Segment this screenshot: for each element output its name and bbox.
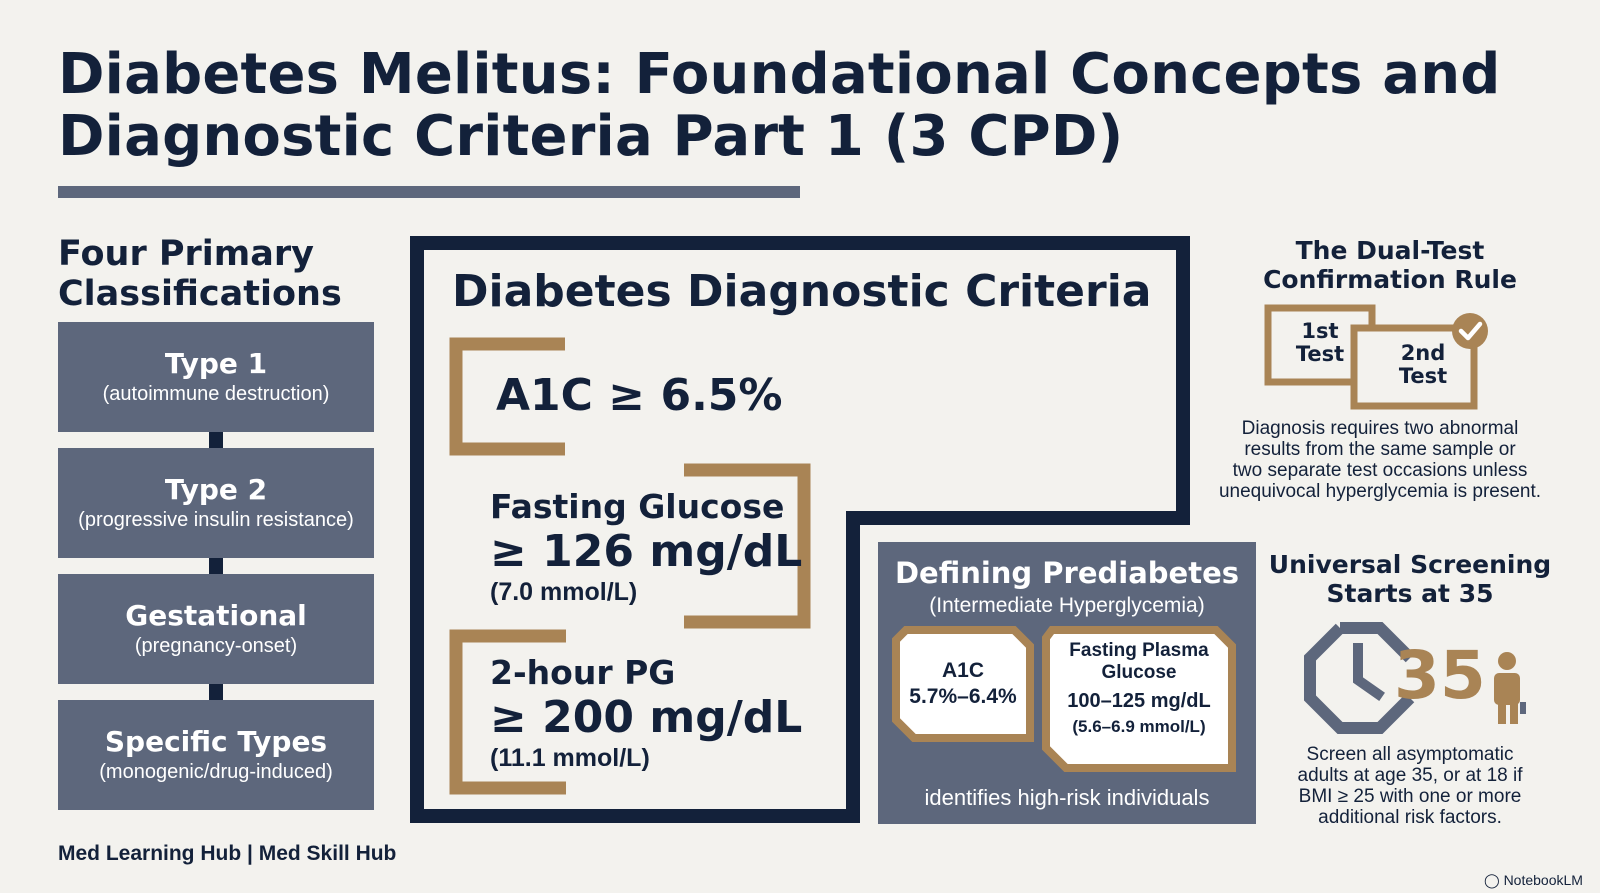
second-test-label: 2nd Test xyxy=(1372,342,1474,388)
prediabetes-fpg-unit: (5.6–6.9 mmol/L) xyxy=(1072,717,1206,736)
pg2h-criterion: 2-hour PG ≥ 200 mg/dL (11.1 mmol/L) xyxy=(490,653,802,773)
prediabetes-panel: Defining Prediabetes (Intermediate Hyper… xyxy=(878,542,1256,824)
dual-test-heading-line1: The Dual-Test xyxy=(1295,236,1485,265)
classification-name: Specific Types xyxy=(104,725,328,758)
page-title-line2: Diagnostic Criteria Part 1 (3 CPD) xyxy=(58,104,1124,169)
prediabetes-cards xyxy=(892,626,1236,772)
classification-description: (monogenic/drug-induced) xyxy=(99,761,333,783)
person-icon xyxy=(1494,652,1526,724)
dual-test-description: Diagnosis requires two abnormal results … xyxy=(1190,418,1570,502)
classification-name: Type 1 xyxy=(164,347,268,380)
title-underline xyxy=(58,186,800,198)
classifications-heading-line2: Classifications xyxy=(58,274,342,314)
classification-description: (autoimmune destruction) xyxy=(102,383,330,405)
screening-description: Screen all asymptomatic adults at age 35… xyxy=(1230,744,1590,828)
notebooklm-logo-icon: ◯ xyxy=(1484,872,1500,888)
dual-test-heading: The Dual-Test Confirmation Rule xyxy=(1220,236,1560,294)
screening-description-line: adults at age 35, or at 18 if xyxy=(1297,765,1523,786)
prediabetes-fpg: Fasting Plasma Glucose 100–125 mg/dL (5.… xyxy=(1046,640,1232,737)
classification-gestational: Gestational (pregnancy-onset) xyxy=(58,574,374,684)
first-test-label-line1: 1st xyxy=(1301,319,1339,343)
prediabetes-fpg-value: 100–125 mg/dL xyxy=(1067,690,1211,712)
classification-name: Gestational xyxy=(125,599,307,632)
second-test-label-line1: 2nd xyxy=(1400,341,1446,365)
classifications-heading-line1: Four Primary xyxy=(58,234,314,274)
fasting-criterion: Fasting Glucose ≥ 126 mg/dL (7.0 mmol/L) xyxy=(490,487,802,607)
prediabetes-footer: identifies high-risk individuals xyxy=(924,785,1210,810)
notebooklm-watermark-text: NotebookLM xyxy=(1503,872,1583,888)
classification-specific-types: Specific Types (monogenic/drug-induced) xyxy=(58,700,374,810)
prediabetes-a1c-label: A1C xyxy=(941,659,984,682)
classification-name: Type 2 xyxy=(164,473,268,506)
fasting-criterion-name: Fasting Glucose xyxy=(490,487,785,526)
a1c-criterion: A1C ≥ 6.5% xyxy=(496,370,783,421)
second-test-label-line2: Test xyxy=(1398,364,1448,388)
classification-type2: Type 2 (progressive insulin resistance) xyxy=(58,448,374,558)
dual-test-description-line: Diagnosis requires two abnormal xyxy=(1241,418,1519,439)
notebooklm-watermark: ◯ NotebookLM xyxy=(1484,872,1583,889)
criteria-heading: Diabetes Diagnostic Criteria xyxy=(452,266,1152,317)
classification-type1: Type 1 (autoimmune destruction) xyxy=(58,322,374,432)
dual-test-description-line: unequivocal hyperglycemia is present. xyxy=(1218,481,1542,502)
screening-description-line: BMI ≥ 25 with one or more xyxy=(1298,786,1522,807)
prediabetes-fpg-card xyxy=(1042,626,1236,772)
prediabetes-a1c-value: 5.7%–6.4% xyxy=(909,685,1017,708)
fasting-criterion-unit: (7.0 mmol/L) xyxy=(490,578,638,606)
screening-description-line: additional risk factors. xyxy=(1318,807,1502,828)
prediabetes-fpg-label-line1: Fasting Plasma xyxy=(1069,640,1209,661)
screening-description-line: Screen all asymptomatic xyxy=(1306,744,1514,765)
footer-credit: Med Learning Hub | Med Skill Hub xyxy=(58,842,397,865)
prediabetes-subtitle: (Intermediate Hyperglycemia) xyxy=(929,594,1205,617)
page-title-line1: Diabetes Melitus: Foundational Concepts … xyxy=(58,42,1501,107)
page-title: Diabetes Melitus: Foundational Concepts … xyxy=(58,44,1538,168)
screening-age-number: 35 xyxy=(1394,637,1486,714)
prediabetes-a1c-card xyxy=(892,626,1034,742)
screening-heading: Universal Screening Starts at 35 xyxy=(1240,550,1580,608)
screening-heading-line2: Starts at 35 xyxy=(1326,579,1494,608)
fasting-criterion-value: ≥ 126 mg/dL xyxy=(490,526,803,577)
classification-description: (progressive insulin resistance) xyxy=(78,509,354,531)
prediabetes-a1c: A1C 5.7%–6.4% xyxy=(896,658,1030,710)
pg2h-criterion-name: 2-hour PG xyxy=(490,653,676,692)
classification-connector xyxy=(209,432,223,448)
dual-test-description-line: results from the same sample or xyxy=(1244,439,1516,460)
prediabetes-title: Defining Prediabetes xyxy=(894,556,1240,590)
screening-heading-line1: Universal Screening xyxy=(1268,550,1552,579)
classification-description: (pregnancy-onset) xyxy=(134,635,298,657)
classifications-heading: Four Primary Classifications xyxy=(58,234,398,314)
pg2h-criterion-value: ≥ 200 mg/dL xyxy=(490,692,803,743)
classification-connector xyxy=(209,558,223,574)
prediabetes-fpg-label-line2: Glucose xyxy=(1101,662,1177,683)
first-test-label-line2: Test xyxy=(1295,342,1345,366)
dual-test-description-line: two separate test occasions unless xyxy=(1232,460,1528,481)
dual-test-heading-line2: Confirmation Rule xyxy=(1263,265,1517,294)
first-test-label: 1st Test xyxy=(1268,320,1372,366)
pg2h-criterion-unit: (11.1 mmol/L) xyxy=(490,744,650,772)
classification-connector xyxy=(209,684,223,700)
